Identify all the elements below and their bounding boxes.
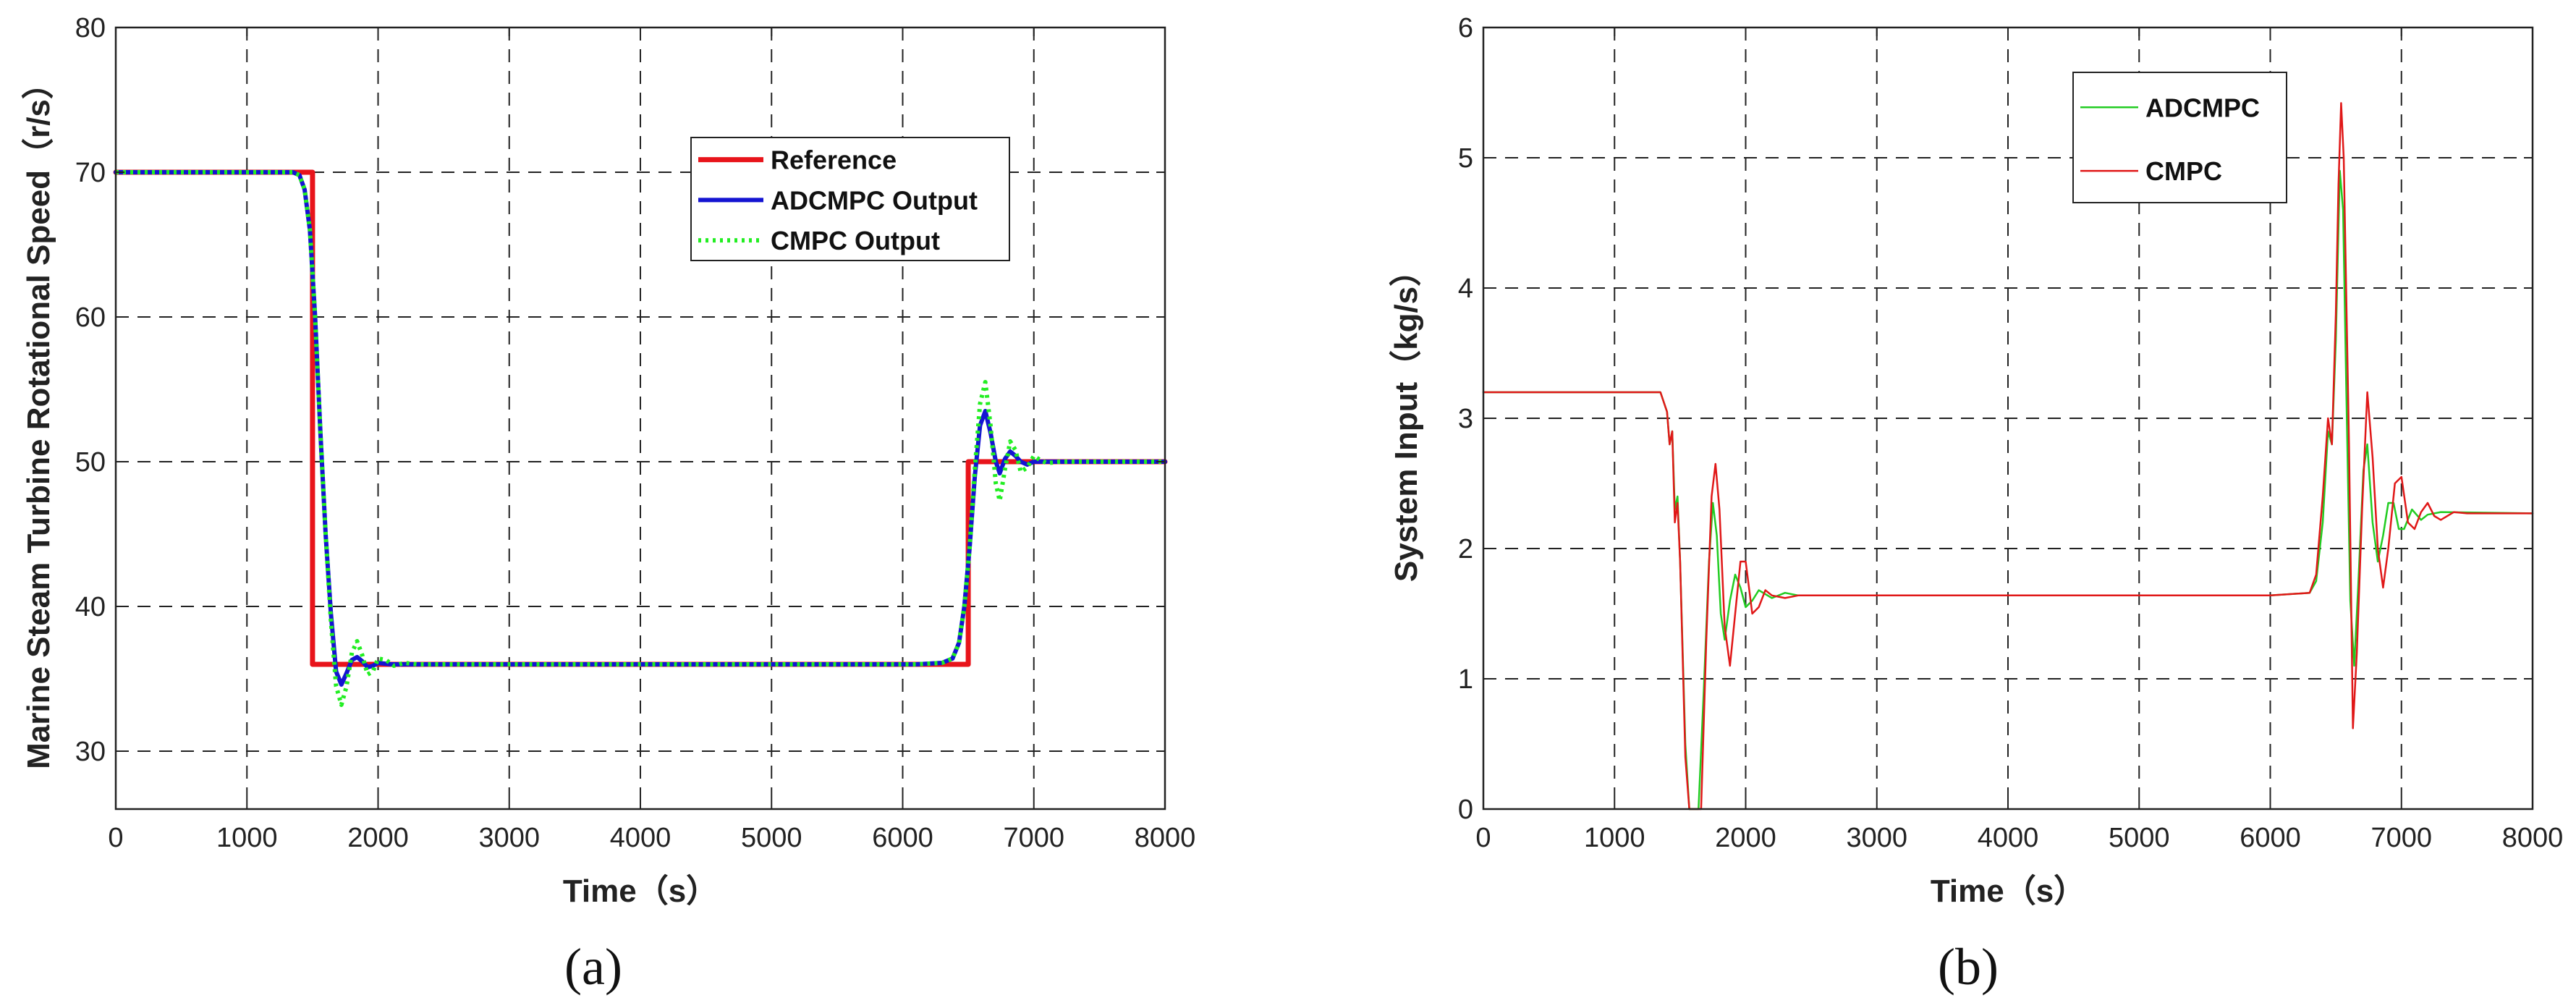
x-tick-label: 5000 bbox=[741, 823, 802, 853]
x-tick-label: 6000 bbox=[872, 823, 933, 853]
x-tick-label: 1000 bbox=[1584, 823, 1645, 853]
legend-label: Reference bbox=[771, 145, 897, 175]
series-line-cmpc-output bbox=[116, 170, 1165, 707]
legend-label: ADCMPC Output bbox=[771, 185, 978, 215]
y-axis-label: System Input（kg/s） bbox=[1389, 255, 1424, 582]
y-tick-label: 0 bbox=[1458, 795, 1473, 825]
panel-a: 0 1000 2000 3000 4000 5000 6000 7000 8000 30 40 50 6… bbox=[21, 13, 1195, 996]
x-tick-label: 7000 bbox=[2370, 823, 2432, 853]
x-tick-label: 4000 bbox=[1978, 823, 2039, 853]
legend-label: CMPC Output bbox=[771, 226, 940, 255]
y-tick-label: 4 bbox=[1458, 274, 1473, 304]
x-tick-label: 0 bbox=[1475, 823, 1491, 853]
legend-label: CMPC bbox=[2145, 156, 2222, 186]
y-tick-label: 2 bbox=[1458, 534, 1473, 564]
x-tick-label: 0 bbox=[108, 823, 123, 853]
y-tick-label: 5 bbox=[1458, 143, 1473, 174]
x-tick-label: 2000 bbox=[347, 823, 409, 853]
x-tick-label: 8000 bbox=[2502, 823, 2564, 853]
x-tick-label: 3000 bbox=[1846, 823, 1907, 853]
y-tick-label: 60 bbox=[75, 302, 106, 333]
x-tick-label: 4000 bbox=[610, 823, 671, 853]
legend-box bbox=[2072, 72, 2287, 203]
x-tick-label: 3000 bbox=[478, 823, 540, 853]
y-tick-label: 80 bbox=[75, 13, 106, 43]
y-tick-label: 6 bbox=[1458, 13, 1473, 43]
y-axis-label: Marine Steam Turbine Rotational Speed（r/… bbox=[21, 67, 56, 769]
y-tick-label: 70 bbox=[75, 158, 106, 188]
y-tick-label: 30 bbox=[75, 737, 106, 767]
y-tick-label: 1 bbox=[1458, 664, 1473, 695]
panel-caption: (b) bbox=[1938, 938, 1999, 996]
y-tick-label: 50 bbox=[75, 447, 106, 478]
x-axis-label: Time（s） bbox=[563, 873, 718, 909]
panel-b: 0 1000 2000 3000 4000 5000 6000 7000 8000 0 1 2 3 4 5 6… bbox=[1389, 13, 2563, 996]
legend-label: ADCMPC bbox=[2145, 93, 2260, 122]
y-tick-label: 40 bbox=[75, 592, 106, 622]
panel-caption: (a) bbox=[564, 938, 622, 996]
x-tick-label: 1000 bbox=[216, 823, 278, 853]
x-axis-label: Time（s） bbox=[1931, 873, 2085, 909]
x-tick-label: 6000 bbox=[2240, 823, 2301, 853]
y-tick-label: 3 bbox=[1458, 404, 1473, 434]
x-tick-label: 2000 bbox=[1715, 823, 1776, 853]
x-tick-label: 7000 bbox=[1003, 823, 1064, 853]
x-tick-label: 8000 bbox=[1135, 823, 1196, 853]
x-tick-label: 5000 bbox=[2109, 823, 2170, 853]
